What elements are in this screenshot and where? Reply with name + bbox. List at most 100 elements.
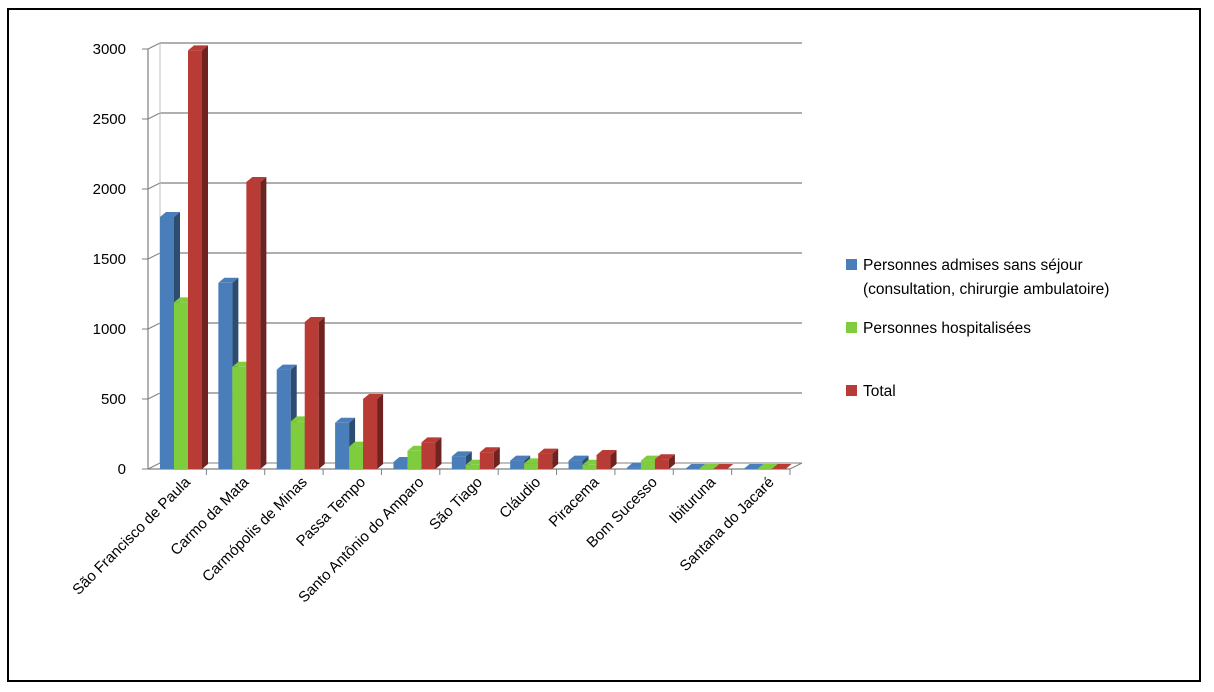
bar-front bbox=[640, 460, 655, 469]
bar-front bbox=[421, 442, 436, 469]
bar-side bbox=[552, 448, 559, 469]
bar-front bbox=[654, 459, 669, 469]
bar-front bbox=[290, 421, 305, 469]
legend-label: (consultation, chirurgie ambulatoire) bbox=[863, 281, 1109, 298]
y-tick-label: 0 bbox=[118, 461, 126, 478]
bar bbox=[421, 437, 442, 469]
bar-front bbox=[335, 422, 350, 469]
bar-front bbox=[232, 366, 247, 469]
bar-side bbox=[377, 394, 384, 469]
bar-front bbox=[582, 464, 597, 469]
bar bbox=[304, 317, 325, 469]
gridline-side bbox=[147, 182, 161, 190]
bar bbox=[713, 464, 734, 469]
bar bbox=[699, 464, 720, 469]
x-category-label: São Tiago bbox=[426, 474, 486, 534]
legend-label: Personnes admises sans séjour bbox=[863, 257, 1083, 274]
bar-top bbox=[757, 464, 778, 469]
y-tick-label: 2500 bbox=[93, 111, 126, 128]
bar-front bbox=[174, 302, 188, 469]
bar-top bbox=[771, 464, 792, 469]
bar bbox=[188, 45, 208, 470]
bar-front bbox=[538, 453, 553, 469]
bar-front bbox=[451, 456, 466, 469]
bar-side bbox=[610, 450, 617, 469]
bar bbox=[246, 177, 267, 469]
bar bbox=[685, 464, 706, 469]
bar bbox=[363, 394, 384, 469]
legend-swatch bbox=[846, 259, 857, 270]
bar-front bbox=[465, 464, 480, 469]
bar-top bbox=[363, 394, 384, 399]
grid bbox=[147, 42, 802, 400]
bar-top bbox=[304, 317, 325, 322]
bar-front bbox=[246, 182, 261, 469]
bar-top bbox=[160, 212, 180, 217]
bar-side bbox=[435, 437, 442, 469]
bar-front bbox=[510, 460, 525, 469]
gridline-side bbox=[147, 42, 161, 50]
bar-top bbox=[276, 364, 297, 370]
bar-top bbox=[654, 454, 675, 460]
bar-side bbox=[493, 447, 500, 469]
bar bbox=[538, 448, 559, 469]
bar-top bbox=[568, 455, 589, 461]
bar bbox=[757, 464, 778, 469]
bar-side bbox=[318, 317, 325, 469]
bar-front bbox=[393, 462, 408, 469]
bar-front bbox=[218, 282, 233, 469]
bar-front bbox=[479, 452, 494, 469]
bar-front bbox=[407, 450, 422, 469]
bar-side bbox=[260, 177, 267, 469]
legend-label: Personnes hospitalisées bbox=[863, 320, 1031, 337]
legend-label: Total bbox=[863, 383, 896, 400]
y-tick-label: 2000 bbox=[93, 181, 126, 198]
bar-top bbox=[479, 447, 500, 453]
bar-top bbox=[451, 451, 472, 457]
y-tick-label: 1000 bbox=[93, 321, 126, 338]
bar-top bbox=[699, 464, 720, 469]
bar-front bbox=[568, 460, 583, 469]
x-category-label: Cláudio bbox=[496, 474, 544, 522]
legend: Personnes admises sans séjour (consultati… bbox=[846, 257, 1109, 400]
x-category-label: São Francisco de Paula bbox=[69, 473, 194, 598]
x-category-label: Piracema bbox=[546, 473, 603, 530]
y-tick-label: 500 bbox=[101, 391, 126, 408]
bar bbox=[743, 464, 764, 469]
gridline-side bbox=[147, 252, 161, 260]
bar-top bbox=[421, 437, 442, 443]
bar-front bbox=[349, 446, 364, 469]
legend-swatch bbox=[846, 322, 857, 333]
bar-front bbox=[304, 322, 319, 469]
gridline-side bbox=[147, 322, 161, 330]
bar bbox=[771, 464, 792, 469]
bar-front bbox=[524, 463, 539, 469]
bar-top bbox=[335, 417, 356, 423]
bar-top bbox=[596, 450, 617, 455]
bar-top bbox=[743, 464, 764, 469]
bar bbox=[596, 450, 617, 469]
bar-front bbox=[626, 467, 641, 469]
bar-top bbox=[685, 464, 706, 469]
bar bbox=[654, 454, 675, 469]
y-tick-label: 3000 bbox=[93, 41, 126, 58]
bar-side bbox=[668, 454, 675, 469]
legend-swatch bbox=[846, 385, 857, 396]
bar-front bbox=[188, 50, 202, 470]
bar-side bbox=[202, 45, 208, 470]
bar-top bbox=[713, 464, 734, 469]
bar-top bbox=[188, 45, 208, 51]
bar-top bbox=[510, 455, 531, 461]
x-category-label: Santo Antônio do Amparo bbox=[295, 474, 427, 606]
y-tick-label: 1500 bbox=[93, 251, 126, 268]
gridline-side bbox=[147, 392, 161, 400]
bar-front bbox=[276, 369, 291, 469]
gridline-side bbox=[147, 112, 161, 120]
bar-top bbox=[538, 448, 559, 454]
bar-front bbox=[363, 399, 378, 469]
x-category-label: Carmópolis de Minas bbox=[199, 474, 311, 586]
x-category-label: Ibituruna bbox=[666, 473, 720, 527]
bar bbox=[479, 447, 500, 469]
bar-front bbox=[596, 455, 611, 469]
